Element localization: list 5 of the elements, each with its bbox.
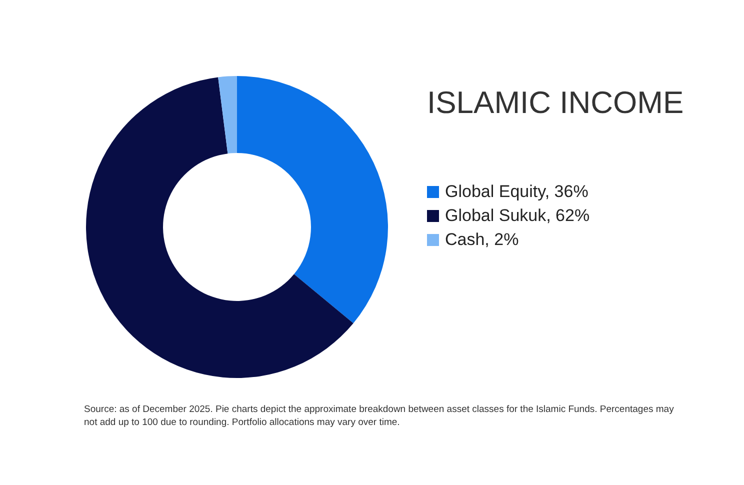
legend-label: Global Sukuk, 62%	[445, 206, 590, 226]
source-note: Source: as of December 2025. Pie charts depict the approximate breakdown between asset classes for the Islamic Funds. Percentages may not add up to 100 due to rounding. Portfolio allocations may vary over time.	[84, 403, 675, 429]
chart-title: ISLAMIC INCOME	[427, 84, 685, 121]
legend-label: Global Equity, 36%	[445, 182, 588, 202]
legend-label: Cash, 2%	[445, 230, 519, 250]
